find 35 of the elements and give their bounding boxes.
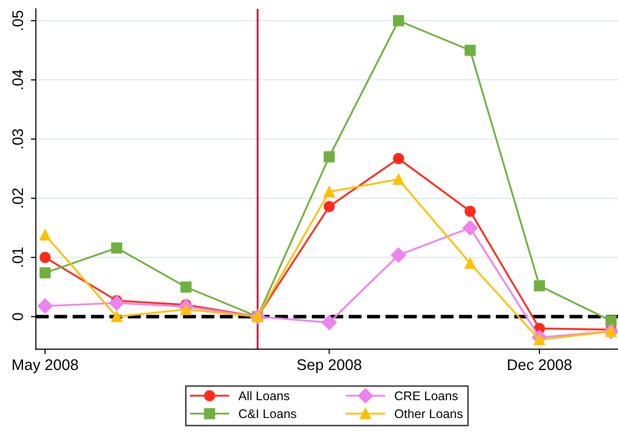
point	[322, 314, 337, 330]
legend-label: CRE Loans	[394, 391, 458, 400]
legend-label: C&I Loans	[238, 409, 296, 418]
x-tick-label: May 2008	[12, 359, 78, 374]
point	[180, 281, 192, 293]
point	[111, 242, 122, 254]
x-tick-label: Dec 2008	[508, 359, 572, 370]
point	[462, 220, 478, 236]
point	[111, 311, 122, 322]
point	[38, 298, 53, 314]
point	[464, 258, 476, 269]
y-tick-label: .02	[12, 188, 24, 208]
point	[40, 267, 51, 278]
point	[324, 151, 335, 162]
point	[392, 153, 404, 164]
point	[464, 44, 476, 56]
point	[324, 186, 335, 198]
point	[464, 206, 476, 217]
point	[606, 315, 617, 326]
y-tick-label: .01	[12, 248, 24, 267]
y-tick-label: .04	[12, 70, 24, 90]
point	[534, 280, 546, 292]
point	[392, 174, 404, 185]
x-tick-label: Sep 2008	[297, 359, 362, 374]
point	[390, 248, 406, 263]
point	[109, 295, 124, 311]
point	[324, 200, 335, 212]
point	[40, 229, 51, 240]
legend-label: All Loans	[238, 391, 290, 400]
point	[40, 252, 51, 263]
legend-label: Other Loans	[394, 408, 463, 418]
y-tick-label: .03	[12, 129, 24, 148]
y-tick-label: .05	[12, 10, 24, 30]
point	[392, 15, 404, 26]
y-tick-label: 0	[12, 312, 24, 320]
